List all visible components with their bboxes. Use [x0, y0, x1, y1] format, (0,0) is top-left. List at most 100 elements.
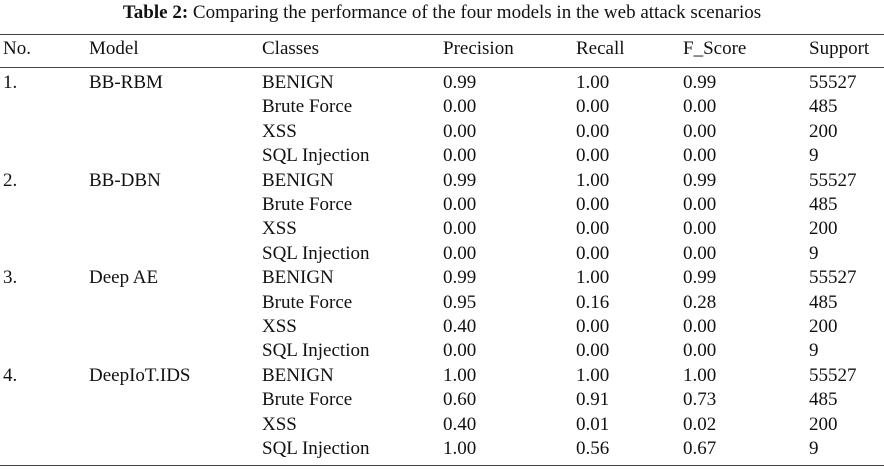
f-score-value: 1.00	[683, 364, 717, 386]
model-name: BB-RBM	[89, 72, 163, 93]
f-score-value: 0.99	[683, 267, 717, 289]
column-header-precision: Precision	[443, 38, 514, 59]
column-header-recall: Recall	[576, 38, 625, 59]
table-row: SQL Injection 1.00 0.56 0.67 9	[0, 437, 884, 461]
support-value: 55527	[809, 72, 857, 93]
precision-value: 0.00	[443, 242, 477, 264]
recall-value: 0.01	[576, 413, 610, 435]
class-name: Brute Force	[262, 194, 353, 215]
precision-value: 0.40	[443, 316, 477, 337]
table-row: XSS 0.40 0.00 0.00 200	[0, 315, 884, 339]
class-name: SQL Injection	[262, 340, 370, 362]
precision-value: 0.99	[443, 72, 477, 93]
table-row: 2. BB-DBN BENIGN 0.99 1.00 0.99 55527	[0, 169, 884, 193]
precision-value: 0.60	[443, 389, 477, 411]
row-number: 4.	[3, 364, 18, 386]
recall-value: 1.00	[576, 364, 610, 386]
recall-value: 0.00	[576, 120, 610, 142]
recall-value: 0.56	[576, 438, 610, 459]
support-value: 55527	[809, 267, 857, 289]
row-number: 2.	[3, 169, 18, 191]
table-top-rule	[0, 34, 884, 35]
recall-value: 0.91	[576, 389, 610, 411]
column-header-model: Model	[89, 38, 139, 59]
support-value: 485	[809, 389, 838, 411]
class-name: Brute Force	[262, 291, 353, 313]
class-name: XSS	[262, 218, 297, 240]
table-bottom-rule	[0, 465, 884, 466]
table-row: Brute Force 0.00 0.00 0.00 485	[0, 193, 884, 217]
table-row: XSS 0.00 0.00 0.00 200	[0, 120, 884, 144]
support-value: 485	[809, 194, 838, 215]
support-value: 9	[809, 145, 819, 167]
table-row: 3. Deep AE BENIGN 0.99 1.00 0.99 55527	[0, 266, 884, 290]
precision-value: 0.00	[443, 96, 477, 118]
precision-value: 0.00	[443, 194, 477, 215]
table-body: 1. BB-RBM BENIGN 0.99 1.00 0.99 55527 Brute For…	[0, 71, 884, 463]
class-name: Brute Force	[262, 96, 353, 118]
f-score-value: 0.00	[683, 242, 717, 264]
table-row: SQL Injection 0.00 0.00 0.00 9	[0, 242, 884, 266]
support-value: 200	[809, 218, 838, 240]
class-name: XSS	[262, 316, 297, 337]
support-value: 55527	[809, 169, 857, 191]
class-name: XSS	[262, 120, 297, 142]
f-score-value: 0.28	[683, 291, 717, 313]
precision-value: 0.00	[443, 218, 477, 240]
recall-value: 0.00	[576, 194, 610, 215]
table-caption: Table 2: Comparing the performance of th…	[0, 2, 884, 24]
support-value: 55527	[809, 364, 857, 386]
table-row: Brute Force 0.95 0.16 0.28 485	[0, 291, 884, 315]
precision-value: 0.00	[443, 120, 477, 142]
class-name: SQL Injection	[262, 438, 370, 459]
class-name: XSS	[262, 413, 297, 435]
precision-value: 0.00	[443, 340, 477, 362]
model-name: Deep AE	[89, 267, 159, 289]
class-name: BENIGN	[262, 169, 334, 191]
table-row: SQL Injection 0.00 0.00 0.00 9	[0, 339, 884, 363]
recall-value: 0.16	[576, 291, 610, 313]
row-number: 1.	[3, 72, 18, 93]
precision-value: 0.00	[443, 145, 477, 167]
precision-value: 1.00	[443, 364, 477, 386]
row-number: 3.	[3, 267, 18, 289]
f-score-value: 0.00	[683, 120, 717, 142]
class-name: BENIGN	[262, 364, 334, 386]
support-value: 9	[809, 242, 819, 264]
f-score-value: 0.67	[683, 438, 717, 459]
table-row: 1. BB-RBM BENIGN 0.99 1.00 0.99 55527	[0, 71, 884, 95]
f-score-value: 0.02	[683, 413, 717, 435]
column-header-classes: Classes	[262, 38, 319, 59]
table-caption-label: Table 2:	[122, 2, 189, 23]
f-score-value: 0.73	[683, 389, 717, 411]
model-name: DeepIoT.IDS	[89, 364, 191, 386]
support-value: 200	[809, 316, 838, 337]
table-row: Brute Force 0.60 0.91 0.73 485	[0, 388, 884, 412]
support-value: 485	[809, 291, 838, 313]
class-name: BENIGN	[262, 267, 334, 289]
table-row: 4. DeepIoT.IDS BENIGN 1.00 1.00 1.00 55527	[0, 364, 884, 388]
column-header-support: Support	[809, 38, 870, 59]
table-row: Brute Force 0.00 0.00 0.00 485	[0, 95, 884, 119]
f-score-value: 0.00	[683, 145, 717, 167]
f-score-value: 0.00	[683, 316, 717, 337]
table-row: XSS 0.00 0.00 0.00 200	[0, 217, 884, 241]
support-value: 9	[809, 340, 819, 362]
precision-value: 0.40	[443, 413, 477, 435]
support-value: 9	[809, 438, 819, 459]
f-score-value: 0.00	[683, 96, 717, 118]
f-score-value: 0.00	[683, 194, 717, 215]
recall-value: 0.00	[576, 145, 610, 167]
class-name: SQL Injection	[262, 145, 370, 167]
recall-value: 0.00	[576, 218, 610, 240]
recall-value: 1.00	[576, 267, 610, 289]
precision-value: 1.00	[443, 438, 477, 459]
support-value: 200	[809, 413, 838, 435]
model-name: BB-DBN	[89, 169, 161, 191]
recall-value: 0.00	[576, 340, 610, 362]
f-score-value: 0.99	[683, 169, 717, 191]
recall-value: 1.00	[576, 169, 610, 191]
column-header-f-score: F_Score	[683, 38, 747, 59]
class-name: Brute Force	[262, 389, 353, 411]
table-header-row: No. Model Classes Precision Recall F_Sco…	[0, 37, 884, 65]
